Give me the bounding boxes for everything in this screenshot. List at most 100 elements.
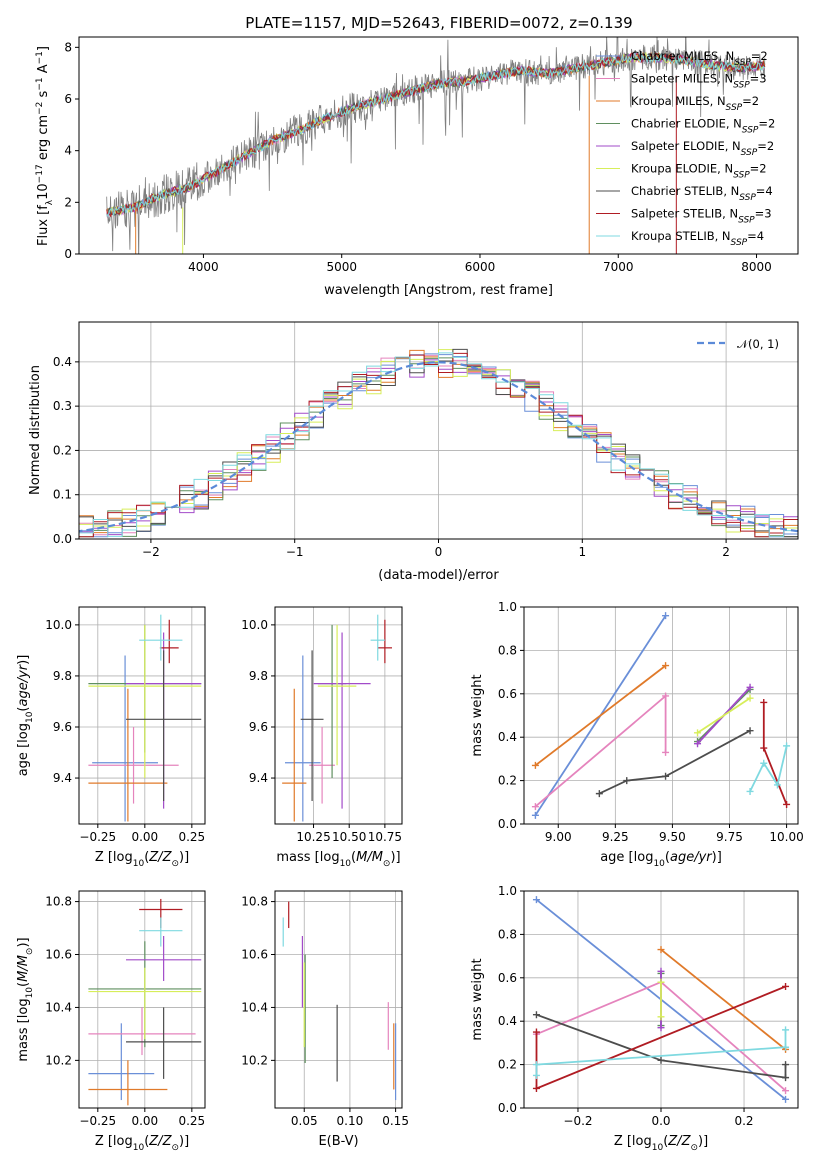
label-part: SSP xyxy=(733,81,750,91)
label-part: M/M xyxy=(16,955,31,982)
label-part: =2 xyxy=(757,139,774,153)
x-tick-label: −0.25 xyxy=(79,1114,116,1128)
x-axis-label: (data-model)/error xyxy=(378,568,499,583)
label-part: ⊙ xyxy=(171,1143,179,1153)
weight-vs-z-panel: −0.2 0.0 0.2 0.0 0.2 0.4 0.6 0.8 1.0 Z [log10(Z/Z… xyxy=(470,884,799,1153)
weight-marker xyxy=(532,896,540,904)
x-tick-label: 9.00 xyxy=(545,830,572,844)
y-tick-label: 0 xyxy=(64,247,72,261)
residual-plot-area xyxy=(79,348,798,538)
x-tick-label: 8000 xyxy=(741,260,772,274)
x-tick-label: 10.75 xyxy=(368,830,402,844)
residual-panel: −2 −1 0 1 2 0.0 0.1 0.2 0.3 0.4 (data-model)/error… xyxy=(28,321,799,583)
label-part: SSP xyxy=(742,126,759,136)
weight-marker xyxy=(662,612,670,620)
age-vs-mass-panel: 10.25 10.50 10.75 9.4 9.6 9.8 10.0 mass [log10(… xyxy=(241,606,403,869)
weight-marker xyxy=(532,1061,540,1069)
label-part: ( xyxy=(351,850,356,865)
weight-marker xyxy=(782,1061,790,1069)
weight-marker xyxy=(746,694,754,702)
label-part: Salpeter MILES, N xyxy=(631,72,733,86)
x-tick-label: 0.25 xyxy=(178,830,205,844)
weight-marker xyxy=(657,946,665,954)
x-tick-label: 6000 xyxy=(465,260,496,274)
weight-marker xyxy=(694,740,702,748)
y-tick-label: 0.1 xyxy=(53,488,72,502)
y-tick-label: 9.8 xyxy=(53,669,72,683)
weight-vs-age-panel-plot-area xyxy=(531,612,791,819)
weight-marker xyxy=(773,781,781,789)
label-part: )] xyxy=(16,937,31,947)
label-part: )] xyxy=(390,850,400,865)
x-tick-label: 9.50 xyxy=(659,830,686,844)
label-part: Z [log xyxy=(95,850,133,865)
label-part: 10 xyxy=(36,183,51,200)
x-tick-label: 2 xyxy=(722,545,730,559)
weight-marker xyxy=(657,978,665,986)
label-part: ( xyxy=(16,982,31,987)
y-tick-label: 10.0 xyxy=(45,618,72,632)
y-tick-label: 8 xyxy=(64,40,72,54)
x-tick-label: 10.00 xyxy=(769,830,803,844)
y-tick-label: 10.2 xyxy=(45,1053,72,1067)
weight-line xyxy=(535,1029,787,1076)
weight-marker xyxy=(595,790,603,798)
y-tick-label: 0.6 xyxy=(498,971,517,985)
label-part: Kroupa ELODIE, N xyxy=(631,162,733,176)
legend-label: Kroupa MILES, NSSP=2 xyxy=(631,94,759,113)
weight-marker xyxy=(657,1024,665,1032)
weight-marker xyxy=(782,1043,790,1051)
legend-label: Chabrier STELIB, NSSP=4 xyxy=(631,184,773,203)
x-tick-label: 0.15 xyxy=(382,1114,409,1128)
weight-marker xyxy=(746,683,754,691)
label-part: Flux [f xyxy=(36,205,51,246)
y-tick-label: 0.4 xyxy=(53,355,72,369)
label-part: =2 xyxy=(751,49,768,63)
weight-marker xyxy=(531,811,539,819)
x-tick-label: −0.25 xyxy=(79,830,116,844)
label-part: ( xyxy=(663,1134,668,1149)
age-vs-mass-panel-plot-area xyxy=(282,614,393,822)
y-tick-label: 10.8 xyxy=(241,895,268,909)
weight-marker xyxy=(782,1095,790,1103)
label-part: Z [log xyxy=(95,1134,133,1149)
label-part: =2 xyxy=(750,162,767,176)
label-part: SSP xyxy=(739,193,756,203)
label-part: −17 xyxy=(35,164,45,183)
weight-marker xyxy=(783,800,791,808)
label-part: 10 xyxy=(25,711,35,723)
x-axis-label: mass [log10(M/M⊙)] xyxy=(276,850,400,869)
weight-line xyxy=(762,702,788,805)
label-part: =2 xyxy=(742,94,759,108)
y-tick-label: 0.2 xyxy=(53,443,72,457)
weight-marker xyxy=(657,1013,665,1021)
weight-marker xyxy=(782,1087,790,1095)
x-tick-label: −0.2 xyxy=(563,1114,592,1128)
label-part: A xyxy=(36,64,51,77)
x-tick-label: 4000 xyxy=(188,260,219,274)
y-tick-label: 9.4 xyxy=(249,771,268,785)
weight-marker xyxy=(782,1026,790,1034)
label-part: =4 xyxy=(756,184,773,198)
y-tick-label: 0.2 xyxy=(498,774,517,788)
label-part: erg cm xyxy=(36,115,51,164)
weight-marker xyxy=(662,662,670,670)
y-tick-label: 1.0 xyxy=(498,884,517,898)
weight-marker xyxy=(746,787,754,795)
y-tick-label: 10.4 xyxy=(241,1000,268,1014)
x-axis-label: age [log10(age/yr)] xyxy=(600,850,722,869)
label-part: mass [log xyxy=(276,850,339,865)
figure-title: PLATE=1157, MJD=52643, FIBERID=0072, z=0… xyxy=(245,14,632,32)
label-part: Z/Z xyxy=(148,850,172,865)
label-part: E(B-V) xyxy=(318,1134,358,1149)
y-axis-label: mass weight xyxy=(470,958,485,1040)
x-tick-label: 0.25 xyxy=(178,1114,205,1128)
label-part: age/yr xyxy=(670,850,713,865)
y-axis-label: mass [log10(M/M⊙)] xyxy=(16,937,35,1061)
weight-vs-z-panel-plot-area xyxy=(532,896,790,1103)
weight-line xyxy=(697,697,751,734)
weight-marker xyxy=(623,777,631,785)
label-part: M/M xyxy=(356,850,383,865)
x-tick-label: 0.05 xyxy=(291,1114,318,1128)
